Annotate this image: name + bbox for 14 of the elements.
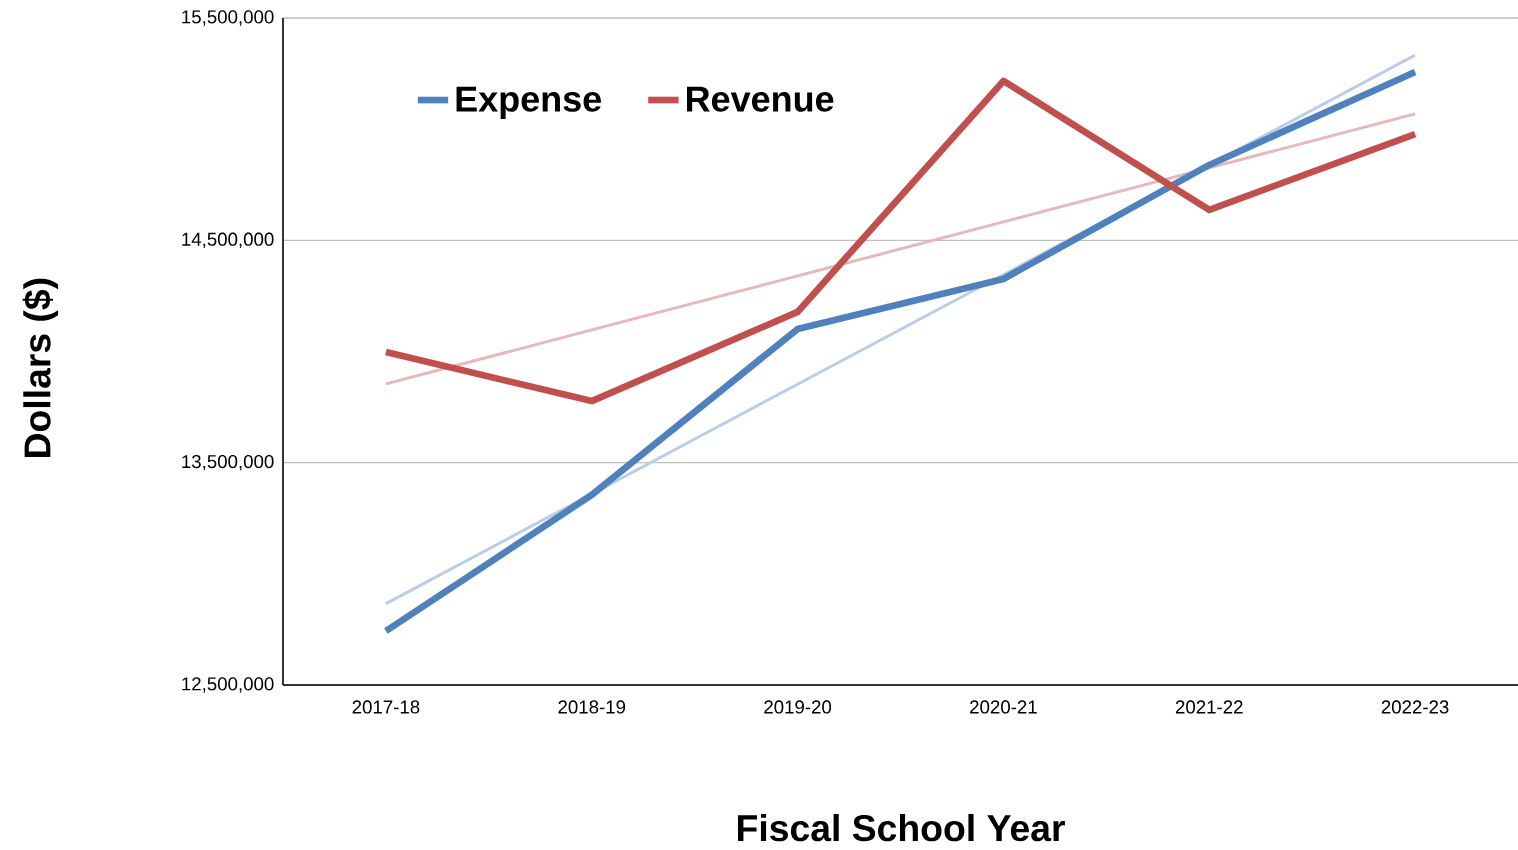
x-tick-label: 2018-19 bbox=[558, 700, 626, 714]
x-tick-label: 2019-20 bbox=[764, 700, 832, 714]
x-axis-title: Fiscal School Year bbox=[738, 813, 1065, 842]
x-tick-label: 2020-21 bbox=[970, 700, 1037, 714]
y-axis-title: Dollars ($) bbox=[22, 278, 59, 457]
legend-label: Expense bbox=[456, 86, 601, 119]
x-tick-label: 2017-18 bbox=[352, 700, 420, 714]
x-tick-label: 2021-22 bbox=[1175, 700, 1243, 714]
y-tick-label: 13,500,000 bbox=[182, 454, 274, 471]
x-tick-label: 2022-23 bbox=[1381, 700, 1449, 714]
y-tick-label: 15,500,000 bbox=[182, 10, 274, 26]
y-tick-label: 12,500,000 bbox=[182, 677, 274, 693]
y-tick-label: 14,500,000 bbox=[182, 232, 274, 249]
legend-label: Revenue bbox=[686, 86, 834, 112]
